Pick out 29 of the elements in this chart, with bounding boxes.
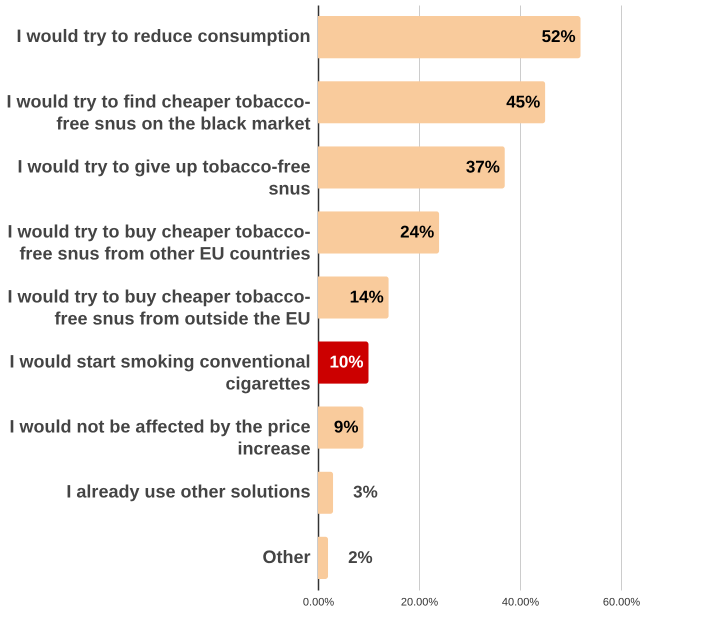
y-tick-label: I would not be affected by the price increase (9, 416, 310, 459)
data-label: 24% (400, 222, 434, 242)
y-tick-label: I already use other solutions (66, 482, 310, 502)
data-label: 45% (506, 92, 540, 112)
bar (318, 81, 546, 124)
y-tick-label: I would try to reduce consumption (16, 26, 310, 46)
data-label: 10% (329, 352, 364, 372)
data-label: 2% (348, 548, 373, 567)
bar (318, 211, 440, 254)
x-tick-label: 60.00% (602, 596, 640, 608)
bar (318, 472, 334, 514)
y-tick-label: Other (262, 546, 310, 567)
y-tick-label: I would try to give up tobacco-free snus (17, 156, 310, 198)
x-tick-label: 0.00% (302, 596, 334, 608)
x-tick-label: 40.00% (502, 596, 540, 608)
data-label: 52% (542, 27, 576, 46)
bar (318, 146, 505, 189)
bar (318, 276, 389, 319)
data-label: 14% (350, 288, 384, 306)
y-tick-label: I would start smoking conventional cigarettes (9, 352, 310, 394)
y-tick-label: I would try to buy cheaper tobacco-free snus from other EU countries (7, 221, 310, 264)
y-tick-label: I would try to buy cheaper tobacco-free snus from outside the EU (7, 286, 310, 328)
bar (318, 536, 328, 579)
data-label: 3% (353, 482, 378, 502)
bar (318, 16, 581, 58)
y-tick-label: I would try to find cheaper tobacco-free snus on the black market (6, 91, 311, 134)
data-label: 9% (334, 418, 358, 437)
data-label: 37% (466, 157, 500, 176)
x-tick-label: 20.00% (400, 596, 438, 608)
